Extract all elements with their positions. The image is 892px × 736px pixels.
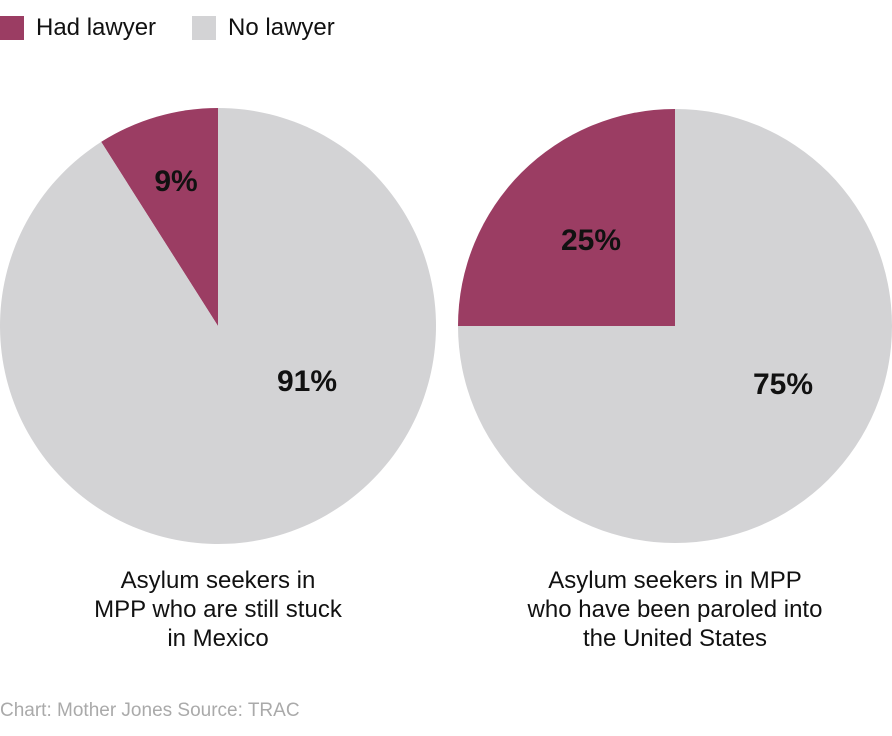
pie-slice-no-lawyer — [458, 109, 892, 543]
pie-slice-had-lawyer — [458, 109, 675, 326]
legend: Had lawyer No lawyer — [0, 14, 371, 42]
caption-paroled-into-us: Asylum seekers in MPP who have been paro… — [475, 566, 875, 653]
caption-line: Asylum seekers in — [120, 567, 316, 594]
legend-item-no-lawyer: No lawyer — [192, 14, 335, 42]
legend-item-had-lawyer: Had lawyer — [0, 14, 156, 42]
data-label: 91% — [277, 365, 337, 398]
caption-line: who have been paroled into — [527, 596, 823, 623]
caption-line: the United States — [582, 625, 768, 652]
legend-swatch-had-lawyer — [0, 16, 24, 40]
caption-line: MPP who are still stuck — [94, 596, 342, 623]
source-note: Chart: Mother Jones Source: TRAC — [0, 700, 300, 721]
legend-swatch-no-lawyer — [192, 16, 217, 40]
caption-line: Asylum seekers in MPP — [548, 567, 802, 594]
data-label: 25% — [561, 224, 621, 257]
pie-slice-no-lawyer — [0, 108, 437, 544]
caption-stuck-in-mexico: Asylum seekers in MPP who are still stuc… — [18, 566, 418, 653]
data-label: 75% — [753, 368, 813, 401]
data-label: 9% — [154, 165, 197, 198]
legend-label: Had lawyer — [36, 14, 157, 41]
legend-label: No lawyer — [228, 14, 335, 41]
caption-line: in Mexico — [167, 625, 269, 652]
pie-slice-had-lawyer — [101, 108, 218, 326]
